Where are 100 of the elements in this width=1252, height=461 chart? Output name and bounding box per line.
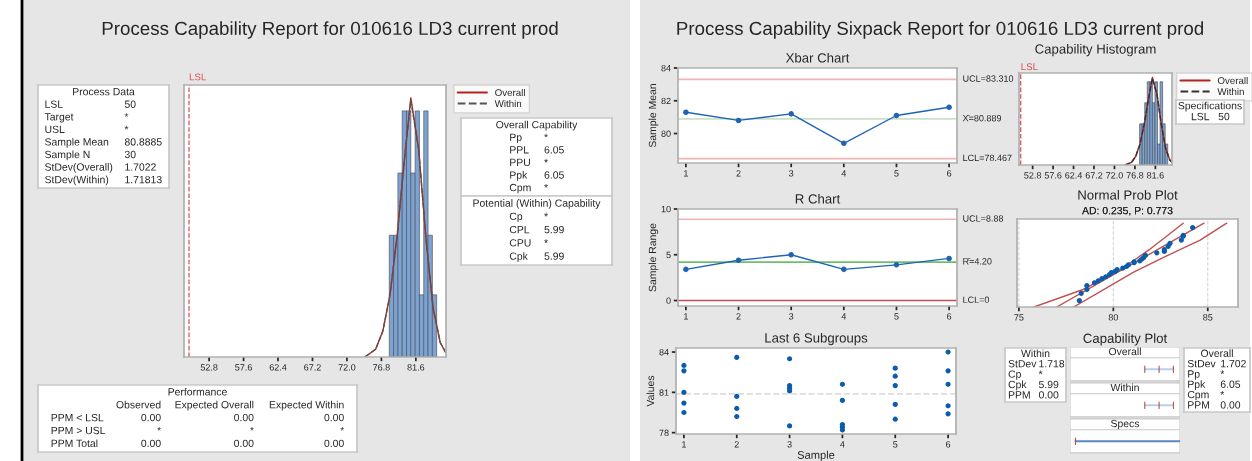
chart-title: Normal Prob Plot <box>1078 189 1178 200</box>
x-tick-label: 4 <box>841 170 847 177</box>
text: 5.99 <box>544 225 564 234</box>
ref-line-label: LCL=78.467 <box>963 154 1012 162</box>
category-label: Target <box>44 113 74 123</box>
ref-line-label: LSL <box>1021 63 1038 71</box>
ref-line-label: UCL=8.88 <box>963 215 1004 222</box>
text: Capability Plot <box>1083 333 1168 346</box>
chart-title: Last 6 Subgroups <box>765 332 868 346</box>
text: 1.718 <box>1039 360 1065 368</box>
x-tick-label: 4 <box>840 441 845 448</box>
text: 30 <box>124 150 136 159</box>
y-tick-label: 5 <box>666 251 671 259</box>
category-label: Pp <box>510 133 522 143</box>
x-tick-label: 62.4 <box>269 364 287 371</box>
text: 5.99 <box>1038 380 1059 389</box>
category-label: PPM <box>1008 391 1030 399</box>
x-tick-label: 2 <box>734 441 739 448</box>
x-tick-label: 6 <box>947 313 952 320</box>
category-label: LSL <box>1191 112 1210 121</box>
x-tick-label: 62.4 <box>1065 172 1083 179</box>
x-tick-label: 6 <box>946 441 951 448</box>
text: 6.05 <box>544 146 564 154</box>
category-label: CPL <box>509 225 530 234</box>
x-tick-label: 1 <box>684 170 688 177</box>
data-label: 0.00 <box>324 439 344 448</box>
text: * <box>124 125 129 130</box>
category-label: PPL <box>510 146 529 154</box>
category-label: USL <box>45 125 65 134</box>
x-tick-label: 85 <box>1203 314 1213 321</box>
text: Observed <box>116 400 161 409</box>
text: 0.00 <box>1038 391 1059 399</box>
category-label: Cp <box>509 212 523 223</box>
category-label: Cpk <box>509 252 528 262</box>
text: Specs <box>1111 419 1140 430</box>
ref-line-label: R̄=4.20 <box>963 258 992 265</box>
category-label: Ppk <box>510 171 528 181</box>
text: Within <box>1021 349 1050 358</box>
data-label: * <box>250 426 254 431</box>
chart-title: Xbar Chart <box>785 52 850 63</box>
text: Overall <box>1201 349 1233 357</box>
ref-line-label: LSL <box>189 73 206 81</box>
text: * <box>544 212 548 217</box>
data-label: 0.00 <box>234 413 254 422</box>
text: 1.7022 <box>125 163 156 171</box>
y-axis-title: Sample Range <box>648 223 659 292</box>
x-tick-label: 57.6 <box>235 364 252 371</box>
category-label: StDev(Overall) <box>45 163 113 173</box>
y-axis-title: Values <box>646 375 655 407</box>
category-label: Cpk <box>1008 380 1027 391</box>
x-tick-label: 76.8 <box>1126 172 1144 179</box>
ref-line-label: UCL=83.310 <box>963 75 1014 82</box>
x-axis-title: Sample <box>797 450 835 461</box>
x-tick-label: 5 <box>894 313 899 320</box>
x-tick-label: 3 <box>789 313 794 320</box>
category-label: PPM < LSL <box>51 413 104 422</box>
y-tick-label: 0 <box>666 297 671 304</box>
x-tick-label: 81.6 <box>1146 172 1164 179</box>
text: * <box>544 239 548 243</box>
text: 6.05 <box>1220 380 1241 388</box>
text: 1.71813 <box>125 175 162 184</box>
category-label: Ppk <box>1188 380 1206 391</box>
category-label: Pp <box>1188 370 1200 380</box>
x-tick-label: 2 <box>736 170 741 177</box>
category-label: PPM > USL <box>51 426 106 435</box>
text: * <box>1220 391 1225 395</box>
x-tick-label: 76.8 <box>373 364 390 371</box>
x-tick-label: 3 <box>789 170 794 177</box>
text: 5.99 <box>544 252 564 260</box>
category-label: StDev <box>1008 360 1037 368</box>
text: Potential (Within) Capability <box>473 199 601 209</box>
x-tick-label: 5 <box>894 170 899 177</box>
y-tick-label: 80 <box>661 130 671 137</box>
text: 50 <box>1218 112 1230 121</box>
y-tick-label: 84 <box>659 349 669 356</box>
category-label: Cp <box>1008 370 1021 380</box>
category-label: Sample N <box>45 150 90 161</box>
data-label: 0.00 <box>324 413 344 422</box>
x-tick-label: 3 <box>787 441 792 448</box>
x-tick-label: 52.8 <box>1024 172 1042 179</box>
x-tick-label: 67.2 <box>1085 172 1103 179</box>
x-tick-label: 6 <box>947 170 952 177</box>
ref-line-label: LCL=0 <box>963 296 990 303</box>
x-tick-label: 72.0 <box>1106 172 1123 179</box>
text: 80.8885 <box>124 138 162 146</box>
category-label: StDev(Within) <box>45 175 109 186</box>
text: * <box>1038 370 1043 375</box>
text: 1.702 <box>1221 359 1246 368</box>
category-label: PPM <box>1188 401 1210 409</box>
data-label: 0.00 <box>141 413 161 422</box>
chart-subtitle: AD: 0.235, P: 0.773 <box>1082 206 1173 216</box>
category-label: CPU <box>509 239 531 247</box>
data-label: 0.00 <box>234 439 254 448</box>
text: * <box>544 183 548 188</box>
text: 6.05 <box>544 171 564 179</box>
text: 50 <box>124 100 136 108</box>
y-tick-label: 84 <box>661 64 671 72</box>
text: Within <box>1110 383 1139 392</box>
text: Performance <box>168 387 227 396</box>
text: Expected Overall <box>175 400 254 411</box>
